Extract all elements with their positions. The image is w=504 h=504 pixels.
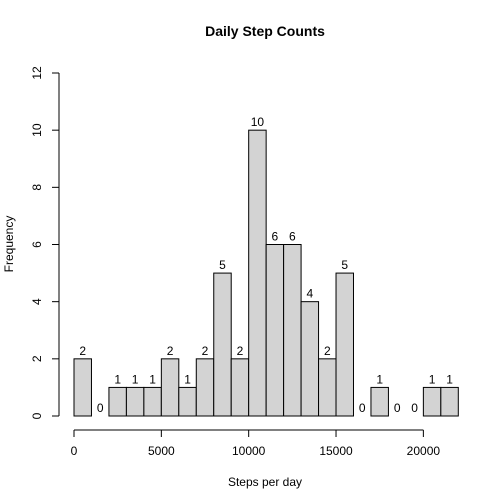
histogram-bar xyxy=(248,129,267,417)
bars-group xyxy=(73,129,459,417)
bar-value-label: 6 xyxy=(289,230,296,244)
bar-value-label: 0 xyxy=(359,401,366,415)
bar-value-label: 1 xyxy=(376,372,383,386)
bar-value-label: 1 xyxy=(149,372,156,386)
bar-value-label: 5 xyxy=(341,258,348,272)
y-tick-label: 10 xyxy=(30,123,44,137)
bar-value-label: 10 xyxy=(251,115,265,129)
y-tick-label: 6 xyxy=(30,241,44,248)
x-tick-label: 20000 xyxy=(407,444,441,458)
histogram-bar xyxy=(318,358,337,417)
histogram-bar xyxy=(370,386,389,417)
bar-value-label: 0 xyxy=(411,401,418,415)
x-tick-label: 10000 xyxy=(232,444,266,458)
histogram-bar xyxy=(160,358,180,417)
bar-value-label: 4 xyxy=(306,287,313,301)
histogram-bar xyxy=(265,244,285,417)
chart-title: Daily Step Counts xyxy=(205,23,325,39)
y-tick-label: 2 xyxy=(30,355,44,362)
histogram-bar xyxy=(213,272,232,417)
x-tick-label: 15000 xyxy=(319,444,353,458)
bar-value-label: 0 xyxy=(97,401,104,415)
bar-value-label: 0 xyxy=(394,401,401,415)
histogram-bar xyxy=(300,301,320,417)
y-tick-label: 0 xyxy=(30,412,44,419)
bar-value-label: 2 xyxy=(202,344,209,358)
bar-value-label: 5 xyxy=(219,258,226,272)
bar-value-label: 1 xyxy=(114,372,121,386)
bar-value-label: 6 xyxy=(272,230,279,244)
histogram-bar xyxy=(143,386,162,417)
x-tick-label: 0 xyxy=(71,444,78,458)
y-axis: 0 2 4 6 8 10 12 xyxy=(30,66,60,419)
y-axis-label: Frequency xyxy=(2,216,16,273)
bar-value-label: 2 xyxy=(79,344,86,358)
histogram-bar xyxy=(125,386,145,417)
histogram-bar xyxy=(422,386,442,417)
y-tick-label: 8 xyxy=(30,184,44,191)
histogram-bar xyxy=(108,386,127,417)
y-tick-label: 12 xyxy=(30,66,44,80)
x-tick-label: 5000 xyxy=(148,444,175,458)
histogram-bar xyxy=(195,358,215,417)
bar-value-label: 1 xyxy=(132,372,139,386)
bar-value-label: 1 xyxy=(184,372,191,386)
bar-value-label: 1 xyxy=(446,372,453,386)
bar-value-label: 2 xyxy=(167,344,174,358)
x-axis: 0 5000 10000 15000 20000 xyxy=(71,429,441,458)
bar-value-label: 2 xyxy=(324,344,331,358)
histogram-bar xyxy=(73,358,92,417)
x-axis-label: Steps per day xyxy=(228,475,302,489)
histogram-bar xyxy=(178,386,197,417)
histogram-bar xyxy=(440,386,459,417)
histogram-bar xyxy=(230,358,250,417)
y-tick-label: 4 xyxy=(30,298,44,305)
bar-value-label: 1 xyxy=(429,372,436,386)
histogram-bar xyxy=(335,272,354,417)
histogram-bar xyxy=(283,244,302,417)
bar-value-label: 2 xyxy=(237,344,244,358)
